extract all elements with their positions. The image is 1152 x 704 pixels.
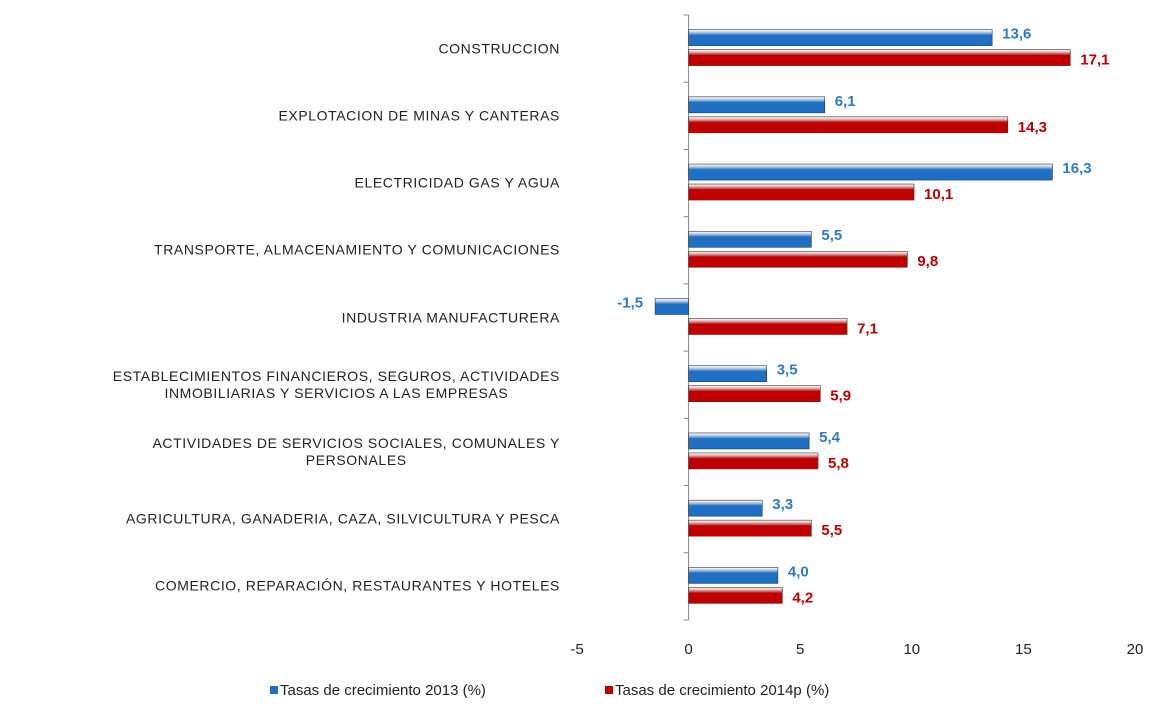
bar	[688, 567, 779, 584]
value-label: 13,6	[1002, 26, 1031, 43]
bar	[688, 29, 993, 46]
category-label: TRANSPORTE, ALMACENAMIENTO Y COMUNICACIO…	[154, 241, 560, 258]
bar	[688, 499, 763, 517]
value-label: 16,3	[1062, 160, 1091, 177]
bar	[688, 183, 915, 201]
value-label: 5,5	[821, 227, 842, 244]
value-label: 3,3	[772, 496, 793, 513]
value-label: 5,5	[821, 522, 842, 539]
legend-label: Tasas de crecimiento 2013 (%)	[280, 682, 486, 699]
value-label: 7,1	[857, 320, 878, 337]
value-label: 3,5	[777, 362, 798, 379]
category-label: AGRICULTURA, GANADERIA, CAZA, SILVICULTU…	[125, 510, 560, 527]
category-label: EXPLOTACION DE MINAS Y CANTERAS	[278, 107, 560, 124]
x-tick-label: 5	[796, 641, 804, 658]
value-label: 4,0	[788, 563, 809, 580]
bar	[688, 432, 810, 450]
category-label: ESTABLECIMIENTOS FINANCIEROS, SEGUROS, A…	[112, 367, 560, 401]
legend-swatch	[605, 686, 613, 694]
bar	[688, 163, 1053, 181]
value-label: 5,9	[830, 388, 851, 405]
value-label: -1,5	[617, 294, 643, 311]
x-tick-label: 10	[903, 641, 920, 658]
bar	[688, 385, 821, 403]
value-label: 6,1	[835, 93, 856, 110]
bar	[688, 587, 783, 604]
value-label: 9,8	[917, 253, 938, 270]
value-label: 5,4	[819, 429, 841, 446]
legend-swatch	[270, 686, 278, 694]
bar	[688, 250, 908, 268]
bar	[688, 49, 1071, 66]
bar	[688, 96, 826, 114]
bar	[688, 365, 768, 383]
bar	[688, 116, 1009, 134]
bar	[688, 452, 819, 470]
x-tick-label: 20	[1127, 641, 1144, 658]
x-tick-label: -5	[570, 641, 583, 658]
value-label: 10,1	[924, 186, 953, 203]
x-tick-label: 0	[684, 641, 692, 658]
category-label: INDUSTRIA MANUFACTURERA	[341, 309, 560, 325]
value-label: 5,8	[828, 455, 849, 472]
x-tick-label: 15	[1015, 641, 1032, 658]
category-label: ACTIVIDADES DE SERVICIOS SOCIALES, COMUN…	[152, 434, 560, 468]
value-label: 4,2	[792, 589, 813, 606]
bar	[688, 519, 812, 537]
category-label: ELECTRICIDAD GAS Y AGUA	[354, 174, 560, 191]
category-label: COMERCIO, REPARACIÓN, RESTAURANTES Y HOT…	[155, 577, 560, 594]
value-label: 17,1	[1080, 52, 1109, 69]
category-label: CONSTRUCCION	[438, 40, 560, 57]
legend-label: Tasas de crecimiento 2014p (%)	[615, 682, 829, 699]
bar	[688, 230, 812, 248]
bar	[654, 298, 689, 315]
bar	[688, 318, 848, 335]
value-label: 14,3	[1018, 119, 1047, 136]
